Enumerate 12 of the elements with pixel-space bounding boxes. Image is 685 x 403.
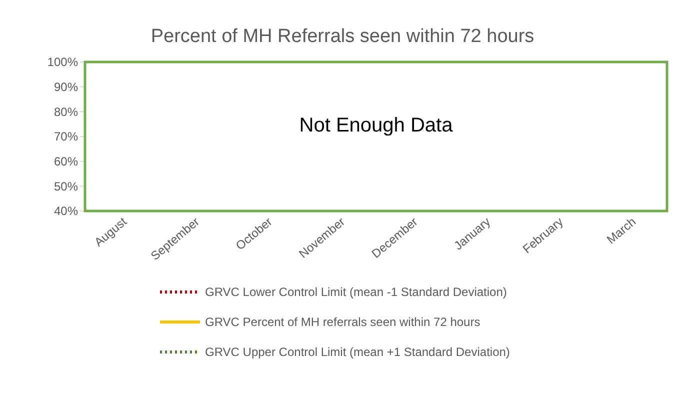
- y-tick-label: 100%: [47, 55, 78, 70]
- annotation: Not Enough Data: [299, 114, 454, 136]
- y-tick-label: 60%: [54, 154, 78, 169]
- y-tick-label: 70%: [54, 130, 78, 144]
- chart-title: Percent of MH Referrals seen within 72 hours: [150, 26, 534, 47]
- y-tick-label: 50%: [54, 179, 78, 194]
- y-tick-label: 90%: [54, 80, 78, 94]
- legend-label: GRVC Lower Control Limit (mean -1 Standard Deviation): [205, 285, 507, 300]
- y-tick-label: 80%: [54, 104, 78, 119]
- legend-label: GRVC Percent of MH referrals seen within 72 hours: [205, 315, 480, 330]
- y-tick-label: 40%: [54, 204, 78, 218]
- legend-label: GRVC Upper Control Limit (mean +1 Standard Deviation): [205, 345, 510, 360]
